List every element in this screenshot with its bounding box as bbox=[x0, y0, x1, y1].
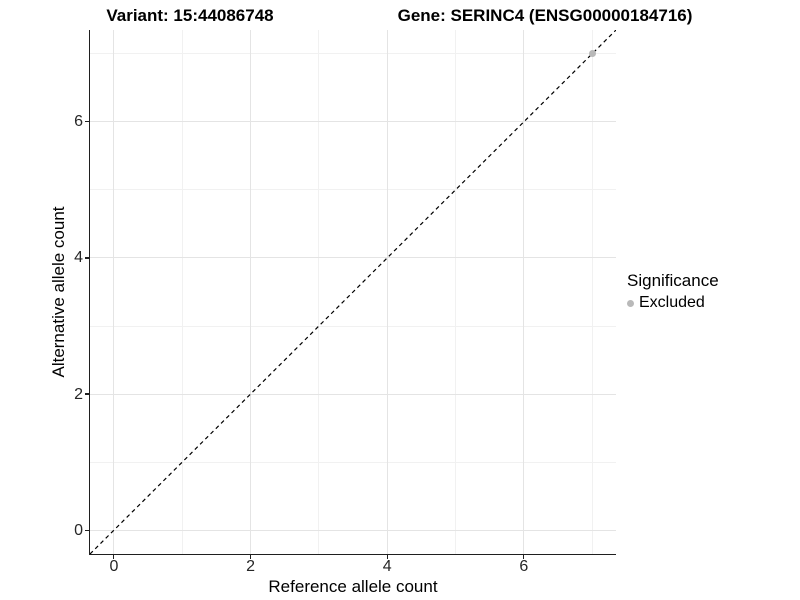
major-gridline-x bbox=[386, 30, 388, 554]
x-tick-mark bbox=[523, 555, 525, 560]
x-tick-label: 0 bbox=[109, 558, 119, 575]
minor-gridline-y bbox=[90, 189, 616, 191]
minor-gridline-x bbox=[591, 30, 593, 554]
gene-title: Gene: SERINC4 (ENSG00000184716) bbox=[397, 6, 693, 25]
y-tick-label: 6 bbox=[74, 113, 83, 131]
legend-item: Excluded bbox=[627, 294, 719, 312]
minor-gridline-y bbox=[90, 325, 616, 327]
y-tick-label: 0 bbox=[74, 521, 83, 539]
y-axis-title: Alternative allele count bbox=[49, 206, 68, 378]
x-tick-mark bbox=[249, 555, 252, 560]
y-tick-mark bbox=[84, 121, 89, 123]
minor-gridline-y bbox=[90, 461, 616, 463]
data-point-excluded bbox=[588, 50, 596, 58]
major-gridline-y bbox=[90, 257, 616, 259]
identity-line-layer bbox=[90, 30, 616, 554]
x-tick-label: 6 bbox=[519, 558, 529, 575]
y-tick-mark bbox=[84, 257, 89, 259]
y-axis-line bbox=[88, 30, 90, 556]
minor-gridline-x bbox=[181, 30, 183, 554]
x-tick-label: 4 bbox=[382, 558, 392, 575]
legend: Significance Excluded bbox=[627, 271, 719, 312]
legend-key-dot bbox=[627, 299, 634, 307]
identity-line bbox=[90, 30, 616, 554]
y-tick-label: 4 bbox=[74, 249, 83, 267]
plot-panel bbox=[90, 30, 616, 554]
legend-items: Excluded bbox=[627, 294, 719, 312]
variant-title: Variant: 15:44086748 bbox=[106, 6, 274, 25]
major-gridline-y bbox=[90, 121, 616, 123]
major-gridline-x bbox=[523, 30, 525, 554]
minor-gridline-y bbox=[90, 53, 616, 55]
major-gridline-x bbox=[250, 30, 252, 554]
legend-item-label: Excluded bbox=[639, 294, 705, 311]
minor-gridline-x bbox=[454, 30, 456, 554]
y-tick-mark bbox=[84, 529, 89, 531]
x-axis-line bbox=[88, 554, 616, 556]
x-tick-mark bbox=[386, 555, 388, 560]
y-tick-label: 2 bbox=[74, 385, 83, 403]
legend-title: Significance bbox=[627, 271, 719, 290]
y-tick-mark bbox=[84, 393, 89, 395]
major-gridline-x bbox=[113, 30, 115, 554]
minor-gridline-x bbox=[318, 30, 320, 554]
major-gridline-y bbox=[90, 393, 616, 395]
x-tick-label: 2 bbox=[246, 558, 255, 575]
x-axis-title: Reference allele count bbox=[268, 577, 438, 596]
x-tick-mark bbox=[113, 555, 115, 560]
major-gridline-y bbox=[90, 529, 616, 531]
